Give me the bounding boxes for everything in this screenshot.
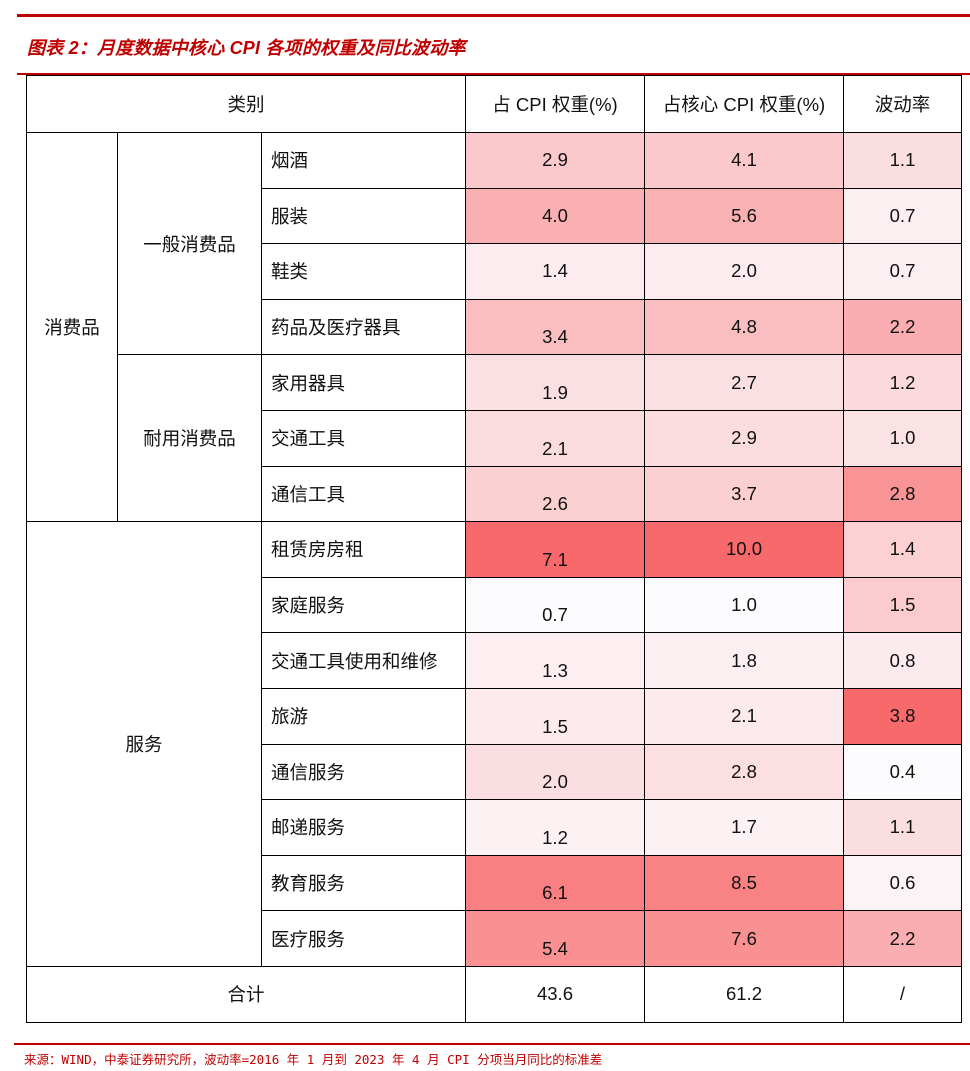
- cpi-weight-cell: 2.0: [465, 743, 645, 801]
- total-label: 合计: [26, 965, 466, 1023]
- volatility-cell: 1.5: [843, 576, 962, 634]
- core-cpi-weight-cell: 1.0: [644, 576, 844, 634]
- cpi-weight-cell: 0.7: [465, 576, 645, 634]
- table-row: 通信服务 2.0 2.8 0.4: [27, 743, 962, 801]
- subgroup-durable-goods: 耐用消费品: [117, 354, 262, 523]
- item-label: 药品及医疗器具: [261, 298, 466, 356]
- top-rule: [17, 14, 970, 17]
- title-rule: [17, 73, 970, 75]
- cpi-weight-cell: 7.1: [465, 521, 645, 578]
- table-row: 家庭服务 0.7 1.0 1.5: [27, 576, 962, 634]
- total-row: 合计 43.6 61.2/: [26, 965, 962, 1023]
- cpi-weight-cell: 1.2: [465, 799, 645, 856]
- volatility-cell: 1.4: [843, 521, 962, 578]
- core-cpi-weight-cell: 10.0: [644, 521, 844, 578]
- item-label: 租赁房房租: [261, 521, 466, 578]
- table-row: 教育服务 6.1 8.5 0.6: [27, 854, 962, 912]
- table-row: 服装 4.0 5.6 0.7: [27, 187, 962, 245]
- volatility-cell: 1.2: [843, 354, 962, 411]
- subgroup-general-goods: 一般消费品: [117, 131, 262, 356]
- core-cpi-weight-cell: 4.1: [644, 132, 844, 189]
- volatility-cell: 1.0: [843, 409, 962, 467]
- cpi-weight-cell: 2.6: [465, 465, 645, 523]
- volatility-cell: 2.2: [843, 298, 962, 356]
- volatility-cell: 1.1: [843, 132, 962, 189]
- item-label: 邮递服务: [261, 799, 466, 856]
- core-cpi-weight-cell: 1.8: [644, 632, 844, 689]
- total-cpi-weight: 43.6: [465, 965, 645, 1023]
- group-consumer-goods: 消费品: [26, 131, 118, 523]
- cpi-weight-cell: 3.4: [465, 298, 645, 356]
- table-row: 服务 租赁房房租 7.1 10.0 1.4: [26, 521, 962, 967]
- figure-title: 图表 2：月度数据中核心 CPI 各项的权重及同比波动率: [27, 38, 466, 58]
- total-core-cpi-weight: 61.2: [644, 965, 844, 1023]
- core-cpi-weight-cell: 2.0: [644, 243, 844, 300]
- table-row: 旅游 1.5 2.1 3.8: [27, 687, 962, 745]
- item-label: 通信工具: [261, 465, 466, 523]
- table-row: 医疗服务 5.4 7.6 2.2: [27, 910, 962, 967]
- cpi-weight-cell: 5.4: [465, 910, 645, 967]
- item-label: 家庭服务: [261, 576, 466, 634]
- cpi-weight-cell: 2.9: [465, 132, 645, 189]
- core-cpi-weight-cell: 7.6: [644, 910, 844, 967]
- item-label: 医疗服务: [261, 910, 466, 967]
- core-cpi-weight-cell: 2.8: [644, 743, 844, 801]
- table-row: 通信工具 2.6 3.7 2.8: [27, 465, 962, 523]
- item-label: 交通工具使用和维修: [261, 632, 466, 689]
- header-cpi-weight: 占 CPI 权重(%): [465, 75, 645, 133]
- volatility-cell: 0.6: [843, 854, 962, 912]
- volatility-cell: 3.8: [843, 687, 962, 745]
- core-cpi-weight-cell: 1.7: [644, 799, 844, 856]
- volatility-cell: 2.8: [843, 465, 962, 523]
- core-cpi-weight-cell: 8.5: [644, 854, 844, 912]
- volatility-cell: 0.4: [843, 743, 962, 801]
- source-note: 来源：WIND，中泰证券研究所，波动率=2016 年 1 月到 2023 年 4…: [24, 1052, 603, 1067]
- item-label: 交通工具: [261, 409, 466, 467]
- header-volatility: 波动率: [843, 75, 962, 133]
- item-label: 鞋类: [261, 243, 466, 300]
- cpi-weight-cell: 2.1: [465, 409, 645, 467]
- cpi-weight-cell: 6.1: [465, 854, 645, 912]
- core-cpi-weight-cell: 2.1: [644, 687, 844, 745]
- core-cpi-weight-cell: 4.8: [644, 298, 844, 356]
- table-row: 鞋类 1.4 2.0 0.7: [27, 243, 962, 300]
- header-row: 类别 占 CPI 权重(%) 占核心 CPI 权重(%) 波动率: [26, 75, 962, 133]
- core-cpi-weight-cell: 2.7: [644, 354, 844, 411]
- table-row: 消费品 一般消费品 烟酒 2.9 4.1 1.1: [26, 131, 962, 523]
- table-row: 交通工具使用和维修 1.3 1.8 0.8: [27, 632, 962, 689]
- total-volatility: /: [843, 965, 962, 1023]
- volatility-cell: 1.1: [843, 799, 962, 856]
- volatility-cell: 2.2: [843, 910, 962, 967]
- cpi-weight-cell: 1.5: [465, 687, 645, 745]
- item-label: 教育服务: [261, 854, 466, 912]
- table-row: 药品及医疗器具 3.4 4.8 2.2: [27, 298, 962, 356]
- table-row: 邮递服务 1.2 1.7 1.1: [27, 799, 962, 856]
- core-cpi-weight-cell: 3.7: [644, 465, 844, 523]
- cpi-weight-cell: 1.9: [465, 354, 645, 411]
- cpi-weight-cell: 1.4: [465, 243, 645, 300]
- group-services: 服务: [26, 521, 262, 967]
- item-label: 烟酒: [261, 132, 466, 189]
- header-core-cpi-weight: 占核心 CPI 权重(%): [644, 75, 844, 133]
- cpi-weight-cell: 4.0: [465, 187, 645, 245]
- volatility-cell: 0.7: [843, 187, 962, 245]
- table-row: 交通工具 2.1 2.9 1.0: [27, 409, 962, 467]
- volatility-cell: 0.8: [843, 632, 962, 689]
- volatility-cell: 0.7: [843, 243, 962, 300]
- item-label: 通信服务: [261, 743, 466, 801]
- table-row: 耐用消费品 家用器具 1.9 2.7 1.2: [27, 354, 962, 523]
- item-label: 旅游: [261, 687, 466, 745]
- cpi-weight-table: 类别 占 CPI 权重(%) 占核心 CPI 权重(%) 波动率 消费品 一般消费…: [26, 75, 962, 1023]
- item-label: 服装: [261, 187, 466, 245]
- item-label: 家用器具: [261, 354, 466, 411]
- header-category: 类别: [26, 75, 466, 133]
- bottom-rule: [14, 1043, 970, 1045]
- cpi-weight-cell: 1.3: [465, 632, 645, 689]
- core-cpi-weight-cell: 2.9: [644, 409, 844, 467]
- core-cpi-weight-cell: 5.6: [644, 187, 844, 245]
